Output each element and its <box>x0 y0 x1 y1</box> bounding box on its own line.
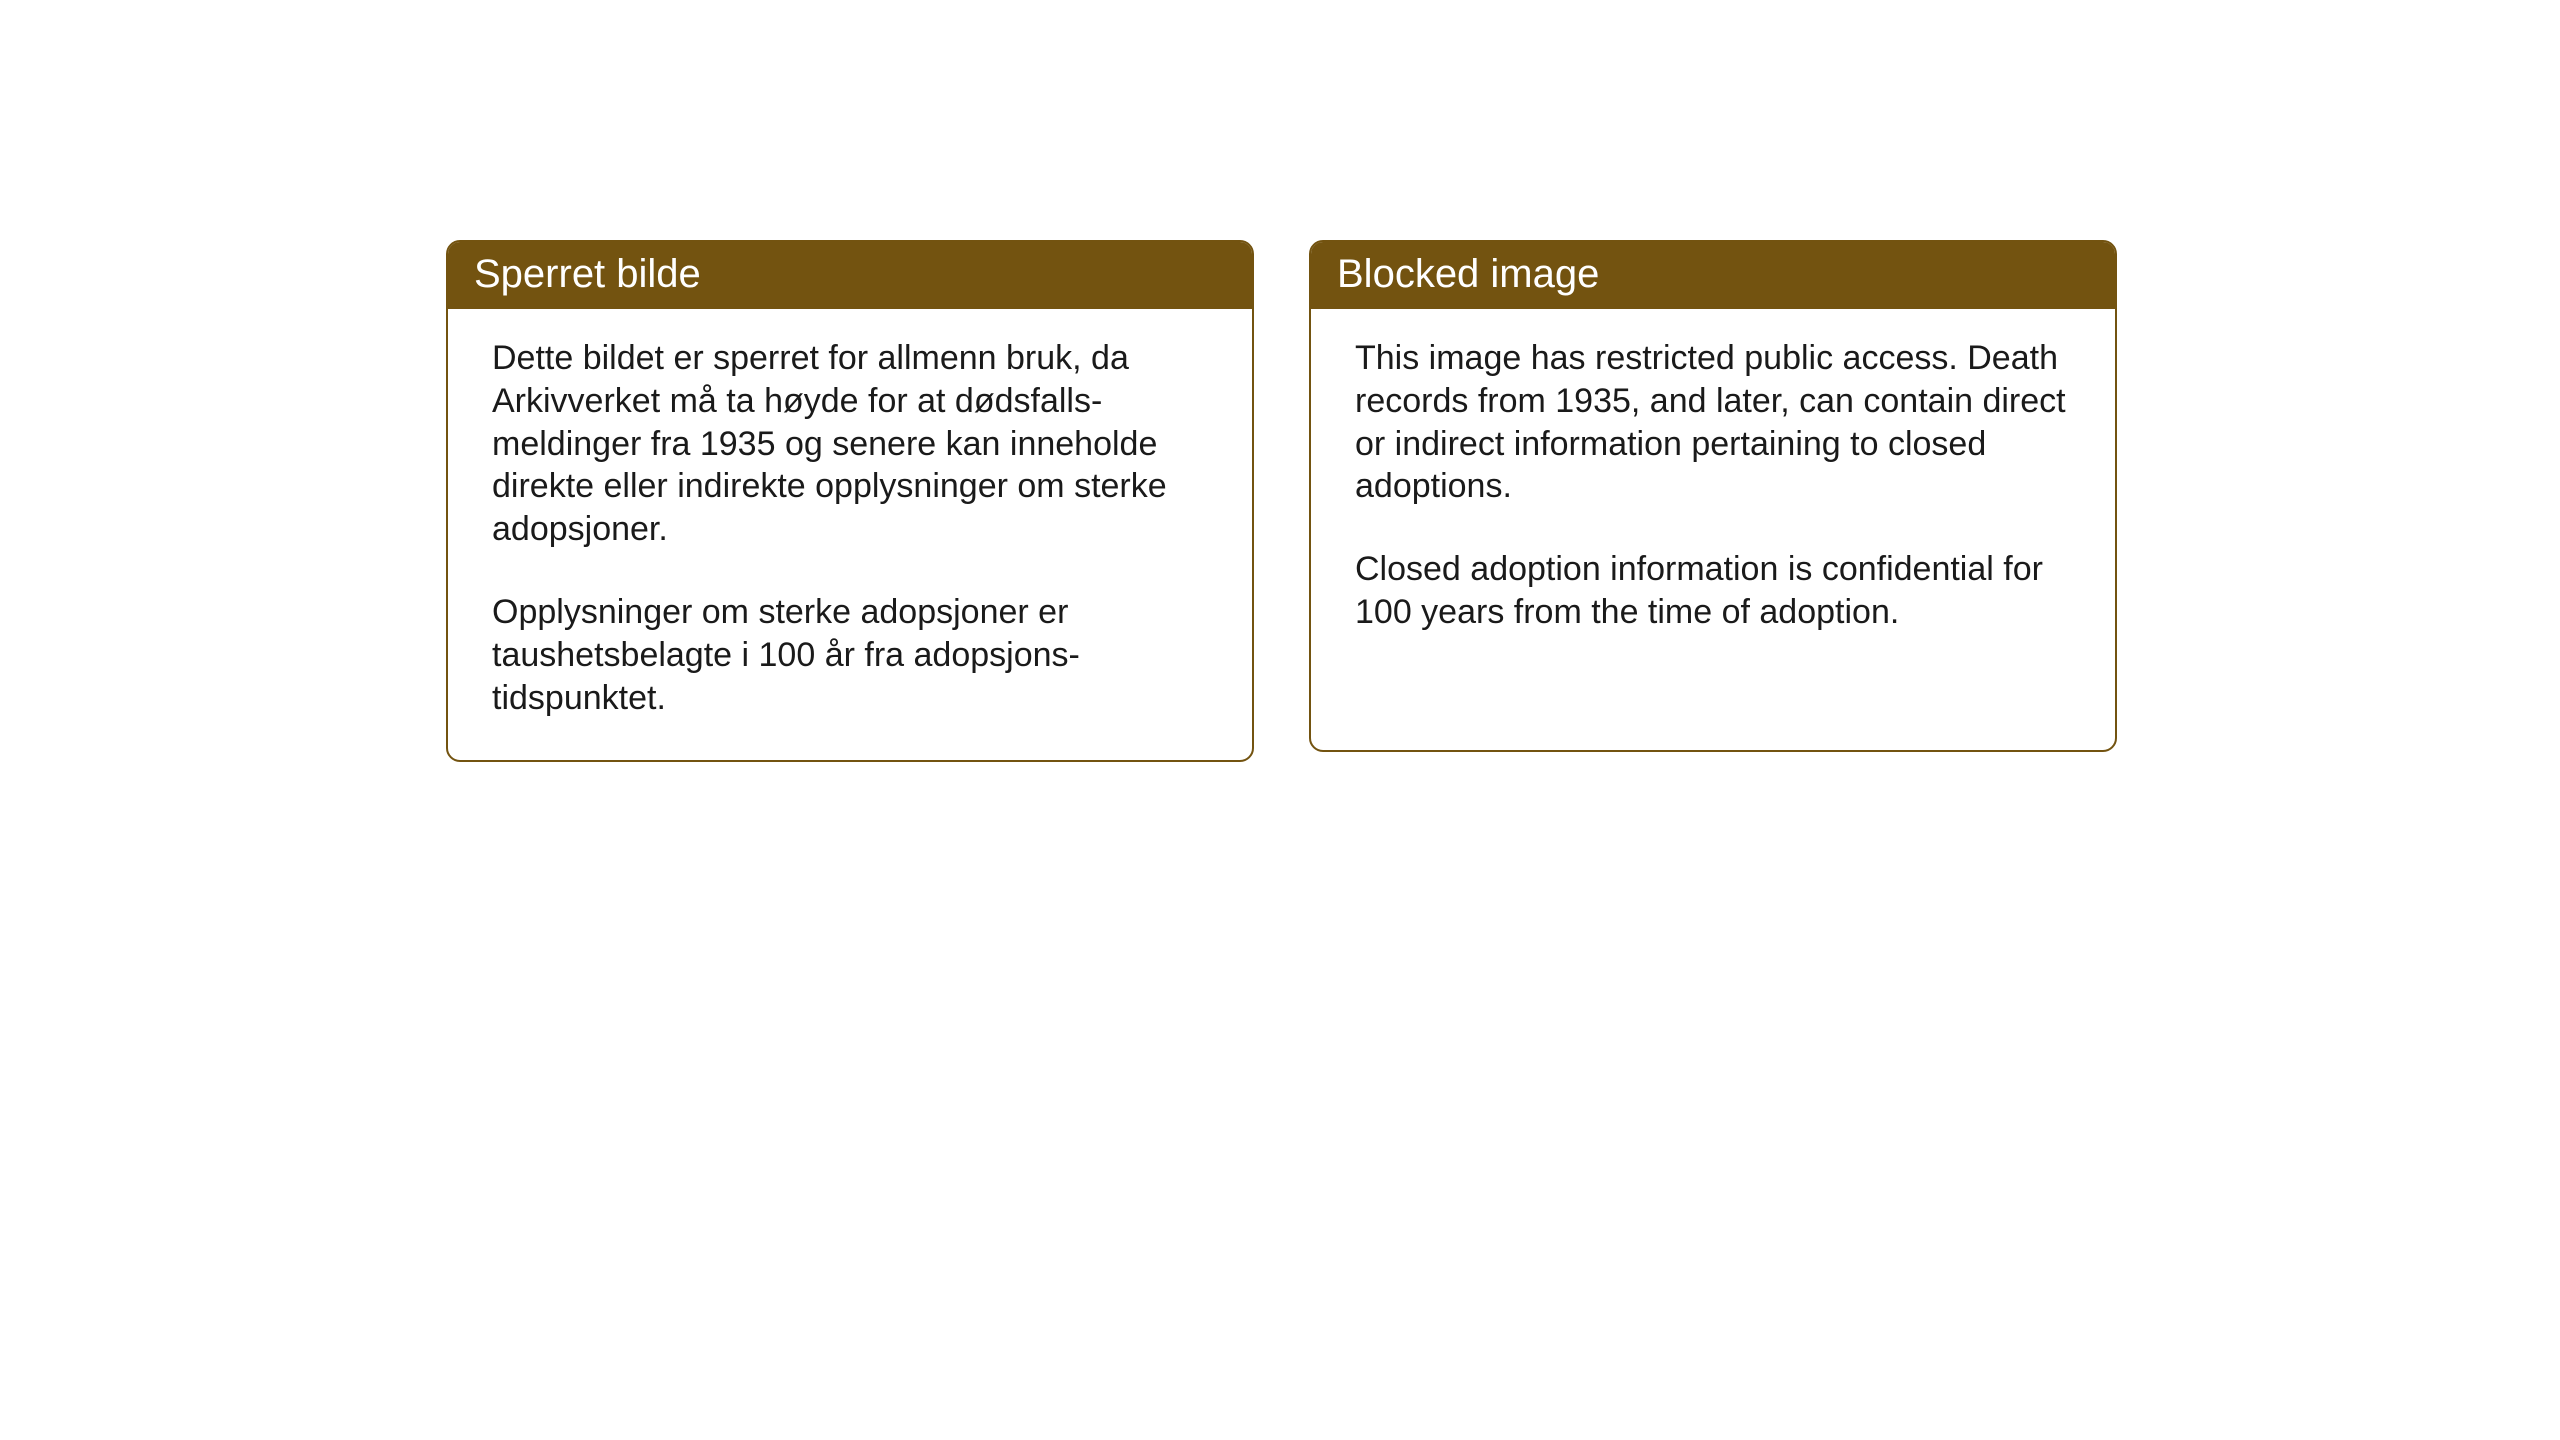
card-paragraph-norwegian-2: Opplysninger om sterke adopsjoner er tau… <box>492 591 1208 719</box>
card-paragraph-english-1: This image has restricted public access.… <box>1355 337 2071 508</box>
cards-container: Sperret bilde Dette bildet er sperret fo… <box>446 240 2117 762</box>
card-header-english: Blocked image <box>1311 242 2115 309</box>
card-body-norwegian: Dette bildet er sperret for allmenn bruk… <box>448 309 1252 760</box>
card-paragraph-norwegian-1: Dette bildet er sperret for allmenn bruk… <box>492 337 1208 551</box>
card-header-norwegian: Sperret bilde <box>448 242 1252 309</box>
card-body-english: This image has restricted public access.… <box>1311 309 2115 674</box>
card-english: Blocked image This image has restricted … <box>1309 240 2117 752</box>
card-paragraph-english-2: Closed adoption information is confident… <box>1355 548 2071 634</box>
card-norwegian: Sperret bilde Dette bildet er sperret fo… <box>446 240 1254 762</box>
